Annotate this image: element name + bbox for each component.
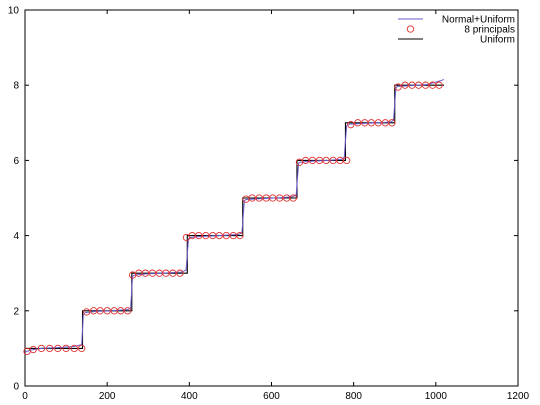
- x-tick-label: 0: [22, 391, 28, 402]
- principal-point: [141, 269, 150, 277]
- legend-swatch: [406, 25, 415, 33]
- principal-point: [322, 156, 330, 165]
- principal-point: [78, 344, 86, 353]
- principal-point: [82, 308, 91, 316]
- principal-point: [248, 194, 256, 202]
- principal-point: [414, 81, 423, 89]
- legend-label: Uniform: [480, 35, 515, 46]
- principal-point: [435, 81, 443, 89]
- principal-point: [29, 345, 37, 354]
- principal-point: [343, 156, 351, 165]
- principal-point: [62, 344, 70, 353]
- x-tick-label: 400: [181, 391, 198, 402]
- principal-point: [374, 119, 382, 127]
- principal-point: [215, 231, 223, 240]
- principal-point: [394, 83, 402, 91]
- principal-point: [255, 194, 263, 202]
- principal-point: [354, 119, 362, 127]
- principal-point: [169, 269, 177, 277]
- x-tick-label: 600: [263, 391, 280, 402]
- x-tick-label: 200: [99, 391, 116, 402]
- principal-point: [70, 344, 78, 353]
- principal-point: [301, 156, 310, 165]
- x-tick-label: 800: [345, 391, 362, 402]
- y-tick-label: 8: [13, 81, 19, 92]
- legend-label: 8 principals: [464, 25, 515, 36]
- y-tick-label: 10: [8, 6, 20, 17]
- y-axis: 0 2 4 6 8 10: [8, 6, 518, 393]
- principal-point: [222, 231, 230, 240]
- principal-point: [124, 307, 132, 315]
- principal-point: [421, 81, 430, 89]
- principal-point: [236, 231, 244, 240]
- legend-label: Normal+Uniform: [442, 15, 515, 26]
- principal-point: [46, 344, 54, 353]
- y-tick-label: 6: [13, 156, 19, 167]
- principal-point: [176, 269, 184, 277]
- principal-point: [269, 194, 277, 202]
- principal-point: [289, 194, 297, 202]
- principal-point: [54, 344, 62, 353]
- principal-point: [103, 307, 111, 315]
- y-tick-label: 4: [13, 231, 19, 242]
- principal-point: [202, 231, 210, 240]
- x-tick-label: 1200: [507, 391, 530, 402]
- principal-point: [388, 119, 396, 127]
- principal-point: [96, 307, 104, 315]
- principal-point: [37, 344, 46, 353]
- series-layer: [23, 79, 445, 356]
- principal-point: [308, 156, 317, 165]
- y-tick-label: 0: [13, 382, 19, 393]
- principal-point: [276, 194, 284, 202]
- principal-point: [162, 269, 170, 277]
- principal-point: [117, 307, 125, 315]
- principal-point: [401, 81, 409, 89]
- x-tick-label: 1000: [425, 391, 448, 402]
- x-axis: 0 200 400 600 800 1000 1200: [22, 10, 530, 402]
- principal-point: [367, 119, 375, 127]
- principal-point: [148, 269, 157, 277]
- principal-point: [195, 231, 203, 240]
- y-tick-label: 2: [13, 306, 19, 317]
- principal-point: [329, 156, 337, 165]
- principal-point: [347, 121, 355, 129]
